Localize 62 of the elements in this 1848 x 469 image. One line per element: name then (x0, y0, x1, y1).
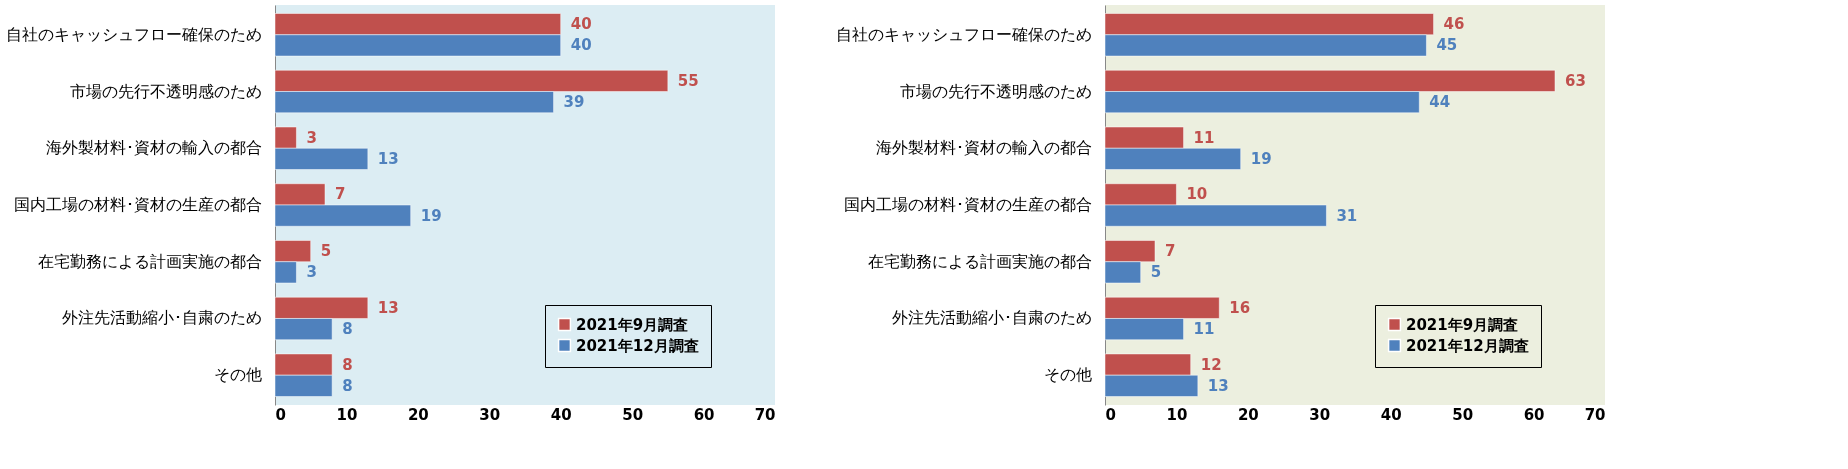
x-tick-label: 60 (693, 405, 715, 424)
data-label: 8 (342, 376, 353, 395)
x-tick-label: 60 (1523, 405, 1545, 424)
x-tick-label: 0 (1105, 405, 1116, 424)
data-label: 13 (1207, 376, 1229, 395)
x-tick-label: 50 (622, 405, 644, 424)
data-label: 46 (1443, 15, 1465, 34)
x-tick-label: 70 (754, 405, 776, 424)
y-tick-label: 海外製材料･資材の輸入の都合 (875, 138, 1092, 158)
data-label: 55 (677, 71, 699, 90)
legend-label: 2021年9月調査 (1406, 315, 1519, 334)
x-tick-label: 20 (1237, 405, 1259, 424)
x-tick-label: 30 (1309, 405, 1331, 424)
y-tick-label: 自社のキャッシュフロー確保のため (5, 24, 262, 44)
x-tick-label: 40 (1380, 405, 1402, 424)
y-tick-label: 在宅勤務による計画実施の都合 (37, 251, 262, 271)
y-tick-label: 国内工場の材料･資材の生産の都合 (843, 195, 1092, 214)
legend-label: 2021年9月調査 (576, 315, 689, 334)
y-tick-label: その他 (1043, 365, 1092, 385)
data-label: 10 (1186, 185, 1208, 204)
x-tick-label: 50 (1452, 405, 1474, 424)
y-tick-label: 海外製材料･資材の輸入の都合 (45, 138, 262, 158)
data-label: 5 (1150, 263, 1162, 282)
x-tick-label: 0 (275, 405, 286, 424)
data-label: 40 (570, 15, 592, 34)
x-tick-label: 30 (479, 405, 501, 424)
data-label: 13 (377, 149, 399, 168)
x-tick-label: 10 (336, 405, 358, 424)
y-tick-label: 外注先活動縮小･自粛のため (891, 308, 1092, 328)
data-label: 44 (1429, 93, 1451, 112)
x-tick-label: 20 (407, 405, 429, 424)
y-tick-label: 外注先活動縮小･自粛のため (61, 308, 262, 328)
x-tick-label: 10 (1166, 405, 1188, 424)
data-label: 3 (306, 263, 317, 282)
y-tick-label: 国内工場の材料･資材の生産の都合 (13, 195, 262, 214)
y-tick-label: 在宅勤務による計画実施の都合 (867, 251, 1092, 271)
data-label: 31 (1336, 206, 1358, 225)
x-tick-label: 40 (550, 405, 572, 424)
legend-label: 2021年12月調査 (1406, 336, 1529, 355)
data-label: 8 (342, 355, 353, 374)
x-tick-label: 70 (1584, 405, 1606, 424)
data-label: 11 (1193, 128, 1215, 147)
y-tick-label: その他 (213, 365, 262, 385)
data-label: 11 (1193, 320, 1215, 339)
y-tick-label: 自社のキャッシュフロー確保のため (835, 24, 1092, 44)
data-label: 7 (1165, 242, 1176, 261)
data-label: 16 (1229, 298, 1251, 317)
data-label: 40 (570, 36, 592, 55)
data-label: 7 (335, 185, 346, 204)
data-label: 63 (1565, 71, 1586, 90)
data-label: 19 (1250, 149, 1272, 168)
data-label: 3 (306, 128, 317, 147)
legend-label: 2021年12月調査 (576, 336, 699, 355)
data-label: 39 (563, 93, 585, 112)
data-label: 13 (377, 298, 399, 317)
data-label: 12 (1200, 355, 1222, 374)
data-label: 45 (1436, 36, 1458, 55)
y-tick-label: 市場の先行不透明感のため (69, 81, 262, 101)
y-tick-label: 市場の先行不透明感のため (899, 81, 1092, 101)
data-label: 5 (320, 242, 332, 261)
data-label: 8 (342, 320, 353, 339)
data-label: 19 (420, 206, 442, 225)
